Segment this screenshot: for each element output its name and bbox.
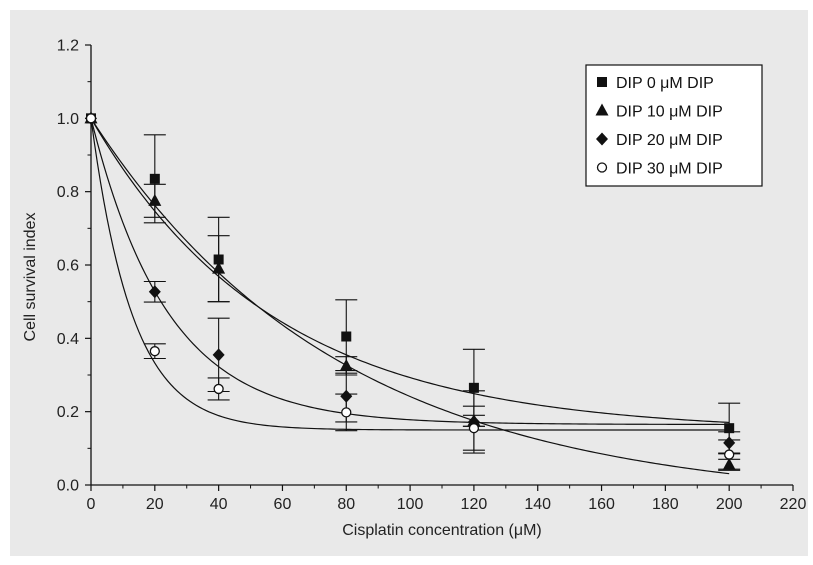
legend-label: DIP 10 μM DIP bbox=[616, 104, 723, 121]
axes-group: 0 20 40 60 80 100 120 140 160 180 200 220 0.0 0.2 0.4 0… bbox=[57, 38, 807, 514]
x-axis-title: Cisplatin concentration (μM) bbox=[342, 522, 542, 539]
y-tick-label: 0.2 bbox=[57, 404, 79, 421]
data-point bbox=[724, 423, 735, 434]
series-4-points bbox=[85, 113, 735, 460]
data-point bbox=[149, 346, 160, 357]
legend-marker bbox=[595, 103, 609, 116]
data-point bbox=[468, 382, 479, 393]
data-point bbox=[724, 449, 735, 460]
y-tick-label: 1.0 bbox=[57, 111, 79, 128]
legend-label: DIP 30 μM DIP bbox=[616, 161, 723, 178]
data-point bbox=[468, 423, 480, 434]
error-bars-series-4 bbox=[143, 343, 741, 470]
data-point bbox=[148, 285, 161, 299]
y-axis-title: Cell survival index bbox=[22, 213, 39, 342]
data-point bbox=[149, 173, 160, 184]
x-tick-label: 40 bbox=[210, 496, 228, 513]
fit-curve-series-2 bbox=[90, 118, 730, 475]
legend-label: DIP 20 μM DIP bbox=[616, 132, 723, 149]
x-tick-label: 160 bbox=[588, 496, 615, 513]
x-tick-label: 0 bbox=[87, 496, 96, 513]
x-tick-label: 80 bbox=[337, 496, 355, 513]
x-tick-label: 20 bbox=[146, 496, 164, 513]
y-tick-label: 0.0 bbox=[57, 478, 79, 495]
data-point bbox=[148, 193, 162, 206]
x-tick-label: 120 bbox=[461, 496, 488, 513]
data-point bbox=[339, 358, 353, 371]
data-point bbox=[341, 407, 352, 418]
x-tick-label: 200 bbox=[716, 496, 743, 513]
x-tick-label: 220 bbox=[780, 496, 807, 513]
data-point bbox=[340, 389, 353, 403]
x-tick-label: 180 bbox=[652, 496, 679, 513]
y-tick-label: 0.6 bbox=[57, 258, 79, 275]
y-tick-label: 1.2 bbox=[57, 38, 79, 55]
legend-box bbox=[585, 64, 763, 187]
data-point bbox=[212, 348, 225, 362]
data-point bbox=[723, 436, 736, 450]
legend: DIP 0 μM DIP DIP 10 μM DIP DIP 20 μM DIP DI… bbox=[585, 64, 763, 187]
error-bars-series-3 bbox=[143, 280, 741, 455]
data-point bbox=[85, 113, 97, 124]
data-point bbox=[722, 457, 736, 470]
error-bars-series-2 bbox=[143, 183, 741, 471]
x-tick-label: 140 bbox=[524, 496, 551, 513]
data-point bbox=[212, 261, 226, 274]
fit-curve-series-3 bbox=[90, 118, 730, 426]
legend-marker bbox=[596, 132, 608, 146]
legend-marker bbox=[597, 77, 607, 87]
data-point bbox=[341, 331, 352, 342]
y-tick-label: 0.4 bbox=[57, 331, 79, 348]
data-point bbox=[213, 383, 224, 395]
fit-curve-series-4 bbox=[90, 118, 730, 431]
fit-curve-series-1 bbox=[90, 118, 730, 424]
legend-label: DIP 0 μM DIP bbox=[616, 75, 714, 92]
y-tick-label: 0.8 bbox=[57, 184, 79, 201]
x-tick-label: 100 bbox=[397, 496, 424, 513]
x-tick-label: 60 bbox=[274, 496, 292, 513]
legend-marker bbox=[596, 162, 608, 173]
data-point bbox=[213, 254, 224, 265]
